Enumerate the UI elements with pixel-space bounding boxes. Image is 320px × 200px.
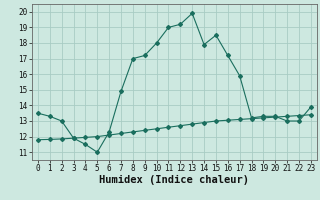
X-axis label: Humidex (Indice chaleur): Humidex (Indice chaleur): [100, 175, 249, 185]
